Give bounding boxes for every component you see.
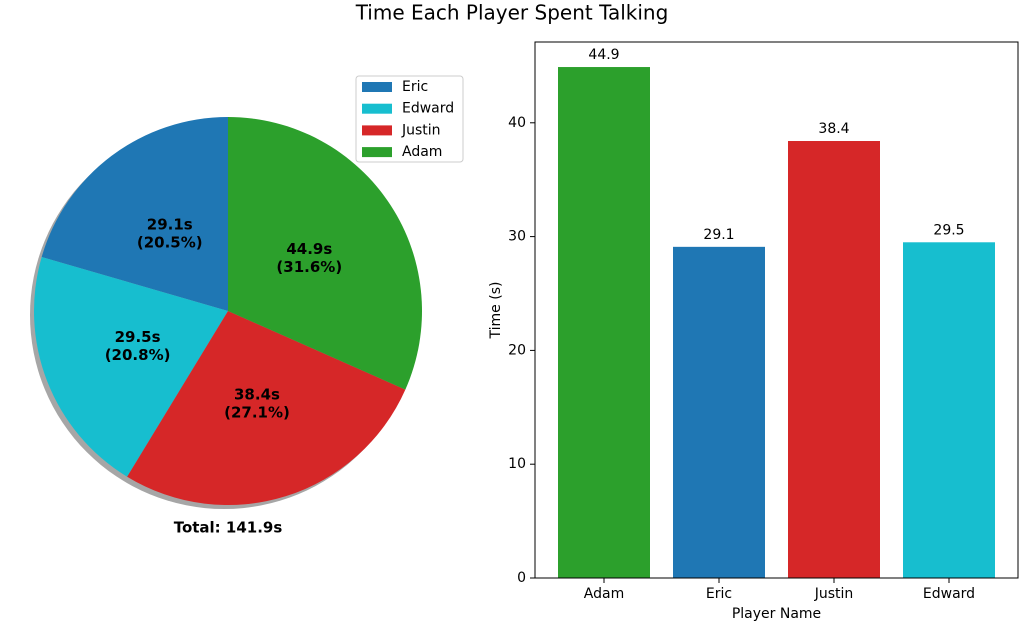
- legend-label: Justin: [401, 122, 441, 138]
- y-tick-label: 30: [508, 229, 526, 245]
- y-axis-label: Time (s): [488, 282, 504, 340]
- pie-wedge: [41, 117, 228, 311]
- x-tick-label: Eric: [706, 586, 732, 602]
- bar: [673, 246, 765, 578]
- bar-value-label: 29.5: [933, 222, 964, 238]
- wedge-label: 29.1s (20.5%): [137, 215, 203, 251]
- pie-wedge: [127, 311, 406, 505]
- pie-wedge: [33, 256, 228, 477]
- wedge-label: 44.9s (31.6%): [276, 240, 342, 276]
- legend-swatch: [362, 147, 392, 158]
- bar-value-label: 38.4: [818, 121, 849, 137]
- bar: [903, 242, 995, 578]
- bar: [788, 141, 880, 579]
- bar: [558, 67, 650, 578]
- figure-title: Time Each Player Spent Talking: [355, 1, 669, 25]
- pie-total: Total: 141.9s: [174, 519, 283, 537]
- x-axis-label: Player Name: [732, 606, 821, 622]
- legend-box: [355, 75, 464, 163]
- legend-swatch: [362, 125, 392, 136]
- x-tick-label: Justin: [814, 586, 854, 602]
- y-tick-label: 0: [517, 570, 526, 586]
- bar-value-label: 44.9: [588, 47, 619, 63]
- legend-swatch: [362, 103, 392, 114]
- y-tick-label: 40: [508, 115, 526, 131]
- axes-frame: [534, 41, 1019, 579]
- wedge-label: 29.5s (20.8%): [105, 328, 171, 364]
- x-tick-label: Edward: [923, 586, 975, 602]
- pie-wedge: [228, 117, 422, 390]
- wedge-label: 38.4s (27.1%): [224, 385, 290, 421]
- x-tick-label: Adam: [584, 586, 624, 602]
- legend-label: Edward: [402, 101, 454, 117]
- bar-value-label: 29.1: [703, 227, 734, 243]
- y-tick-label: 10: [508, 456, 526, 472]
- y-tick-label: 20: [508, 342, 526, 358]
- legend-label: Eric: [402, 79, 428, 95]
- legend-swatch: [362, 82, 392, 92]
- legend-label: Adam: [402, 144, 442, 160]
